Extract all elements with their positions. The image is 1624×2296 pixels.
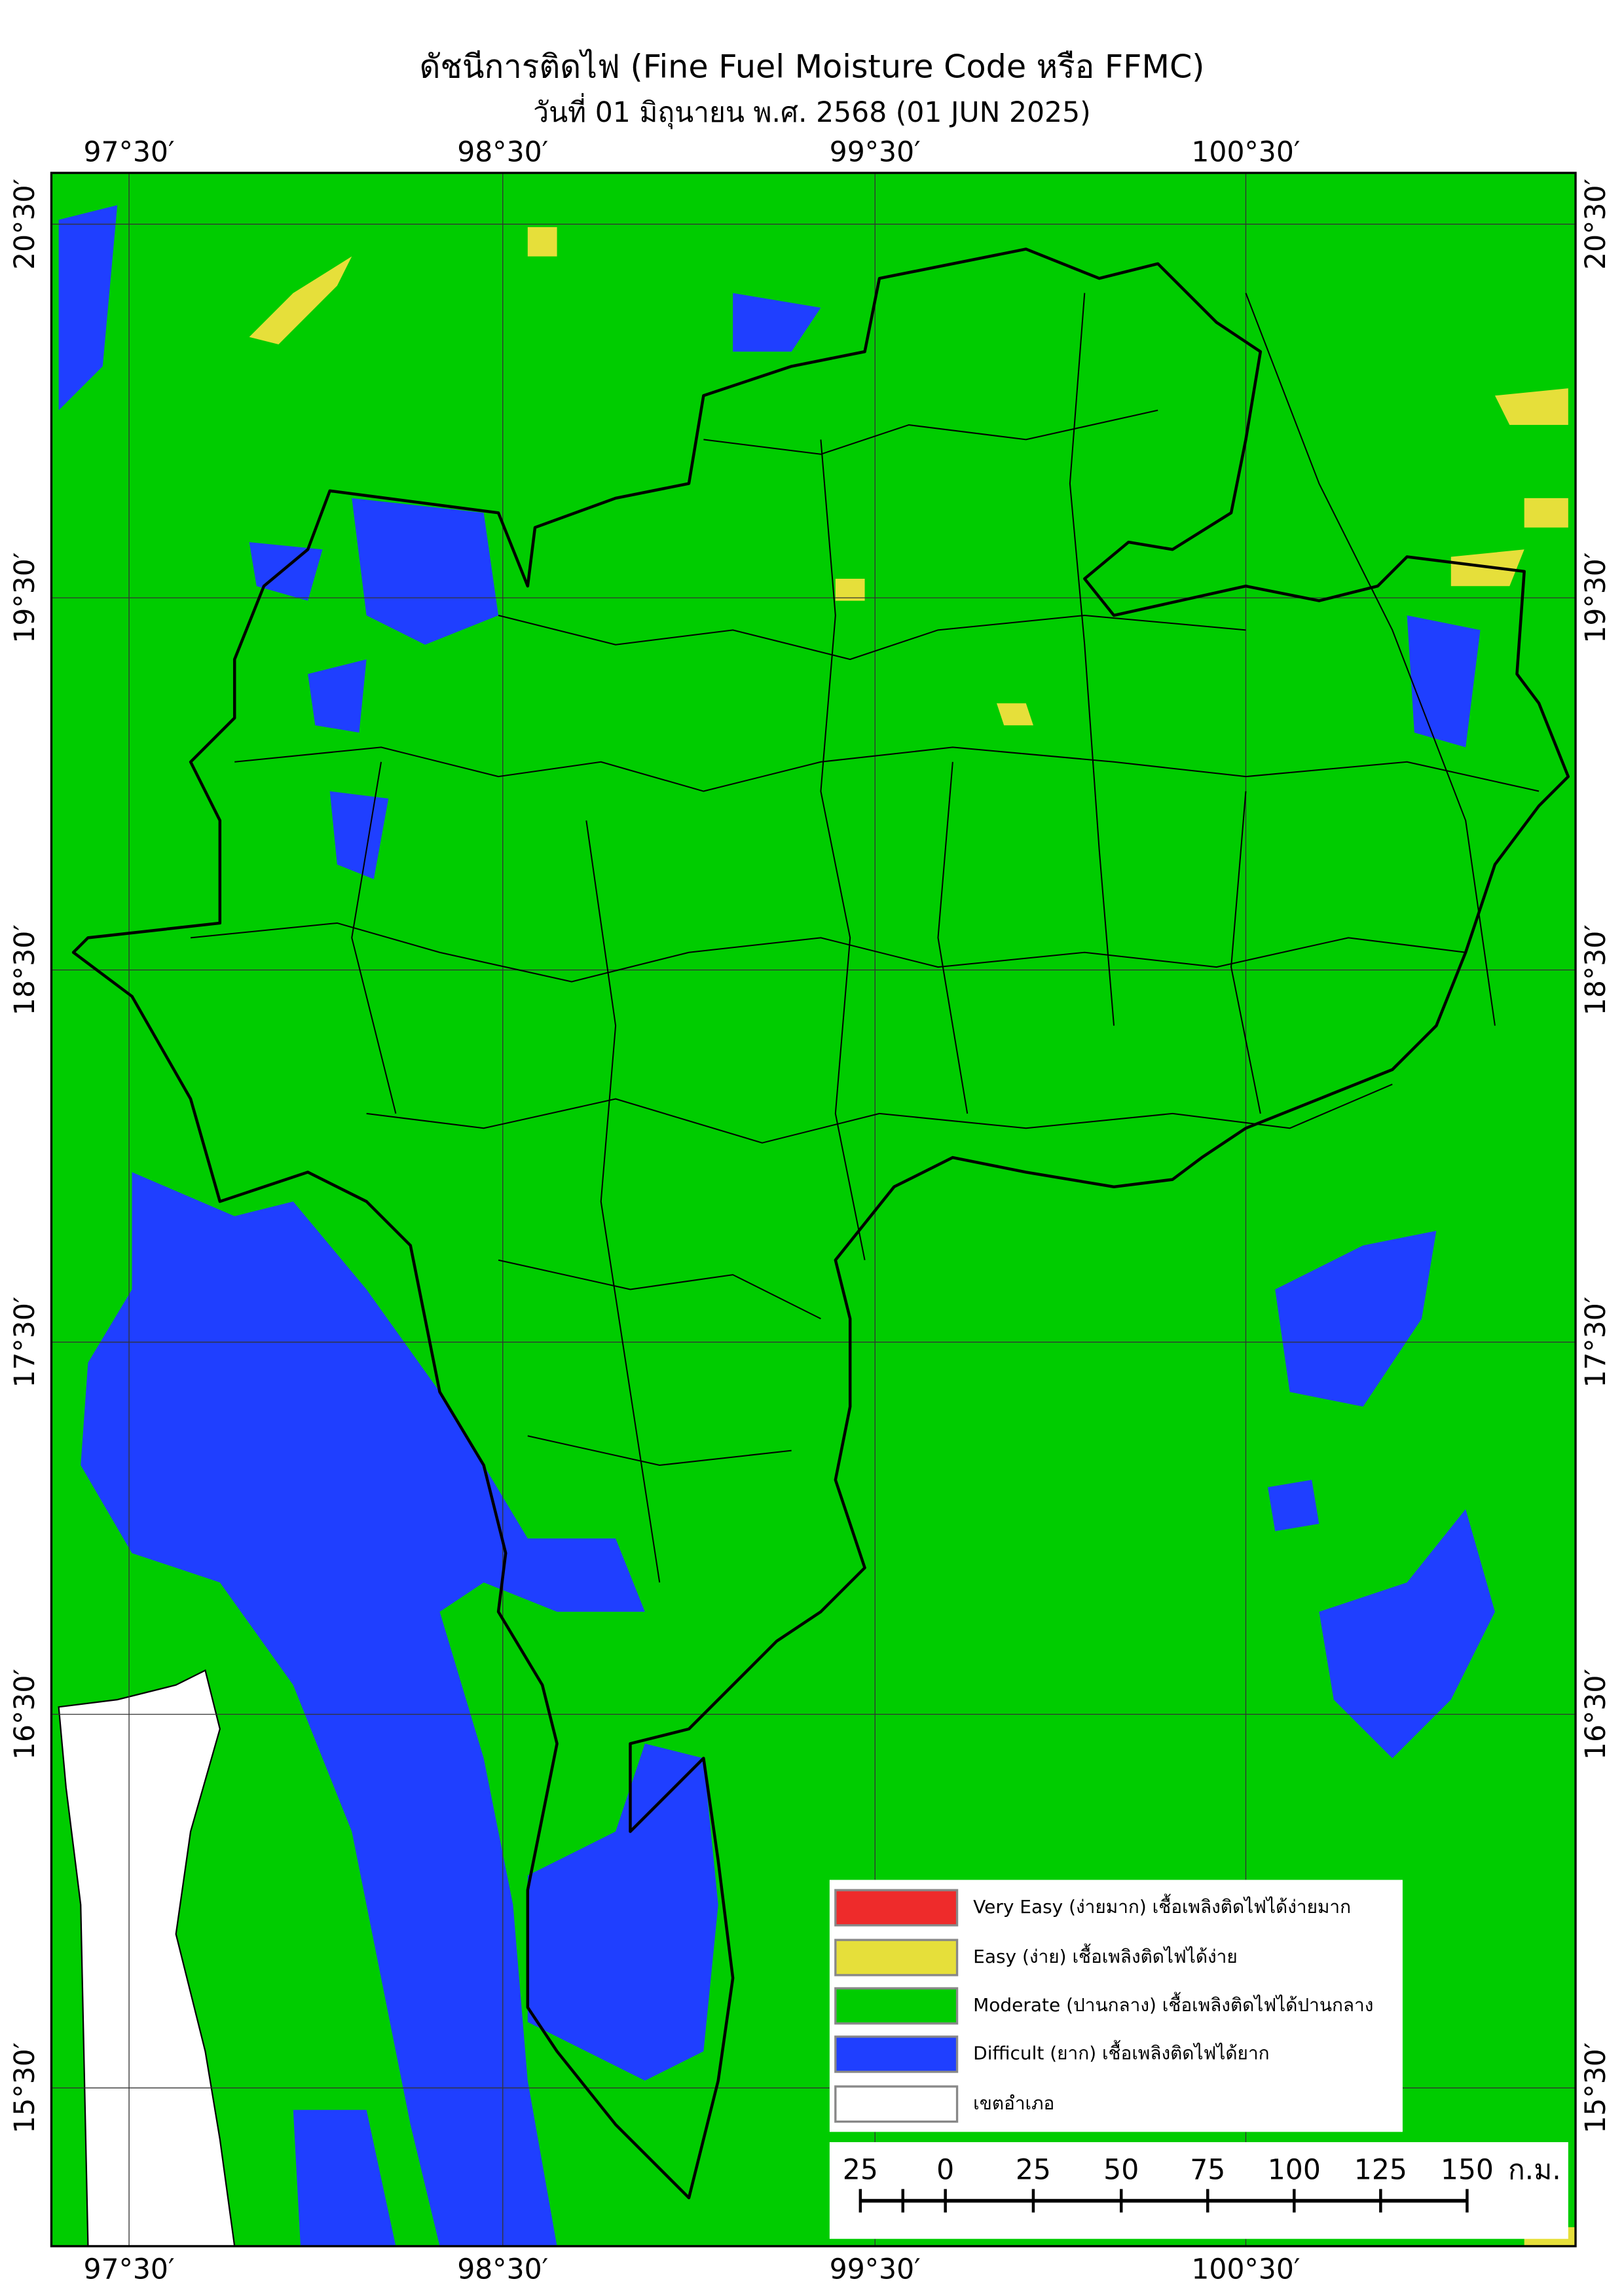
scale-label: 0 (936, 2154, 954, 2186)
scale-bar (829, 2142, 1568, 2239)
scale-unit: ก.ม. (1508, 2154, 1561, 2186)
subtitle: วันที่ 01 มิถุนายน พ.ศ. 2568 (01 JUN 202… (533, 93, 1091, 130)
legend-swatch (834, 2035, 959, 2073)
scale-label: 100 (1268, 2154, 1321, 2186)
longitude-label: 97°30′ (84, 2253, 175, 2286)
sea-area (58, 1669, 236, 2246)
scale-label: 125 (1354, 2154, 1407, 2186)
scale-label: 25 (1016, 2154, 1051, 2186)
scale-bar-items: 25 0 25 50 75 100 125 150 ก.ม. (843, 2154, 1561, 2213)
latitude-label: 15°30′ (9, 2043, 41, 2134)
longitude-label: 99°30′ (830, 2253, 921, 2286)
title: ดัชนีการติดไฟ (Fine Fuel Moisture Code ห… (419, 48, 1204, 86)
latitude-label: 20°30′ (1580, 179, 1612, 270)
legend-swatch (834, 1889, 959, 1927)
legend-label: Moderate (ปานกลาง) เชื้อเพลิงติดไฟได้ปาน… (973, 1992, 1373, 2016)
easy-areas (249, 227, 1576, 2246)
map-area (51, 173, 1576, 2246)
legend-swatch (834, 1987, 959, 2025)
map-frame (50, 172, 1577, 2248)
legend-swatch (834, 1939, 959, 1977)
latitude-label: 18°30′ (9, 924, 41, 1015)
legend-label: Easy (ง่าย) เชื้อเพลิงติดไฟได้ง่าย (973, 1943, 1238, 1967)
longitude-label: 98°30′ (457, 2253, 548, 2286)
longitude-label: 100°30′ (1191, 136, 1300, 168)
scale-label: 50 (1103, 2154, 1139, 2186)
legend-label: เขตอำเภอ (973, 2092, 1054, 2114)
difficult-areas (58, 205, 1495, 2246)
latitude-label: 19°30′ (1580, 553, 1612, 644)
latitude-label: 17°30′ (9, 1296, 41, 1387)
legend-label: Difficult (ยาก) เชื้อเพลิงติดไฟได้ยาก (973, 2040, 1269, 2064)
legend-items: Very Easy (ง่ายมาก) เชื้อเพลิงติดไฟได้ง่… (834, 1889, 1373, 2123)
legend-label: Very Easy (ง่ายมาก) เชื้อเพลิงติดไฟได้ง่… (973, 1893, 1351, 1918)
latitude-label: 16°30′ (1580, 1669, 1612, 1760)
coordinate-labels: 97°30′ 97°30′ 98°30′ 98°30′ 99°30′ 99°30′ 100°… (9, 136, 1612, 2286)
latitude-label: 19°30′ (9, 553, 41, 644)
legend-swatch (834, 2085, 959, 2123)
latitude-label: 20°30′ (9, 179, 41, 270)
longitude-label: 100°30′ (1191, 2253, 1300, 2286)
latitude-label: 18°30′ (1580, 924, 1612, 1015)
scale-label: 150 (1441, 2154, 1494, 2186)
longitude-label: 98°30′ (457, 136, 548, 168)
longitude-label: 97°30′ (84, 136, 175, 168)
scale-label: 75 (1190, 2154, 1225, 2186)
scale-label: 25 (843, 2154, 878, 2186)
longitude-label: 99°30′ (830, 136, 921, 168)
latitude-label: 17°30′ (1580, 1296, 1612, 1387)
district-boundaries (190, 293, 1540, 1583)
latitude-label: 15°30′ (1580, 2043, 1612, 2134)
latitude-label: 16°30′ (9, 1669, 41, 1760)
province-boundary (71, 247, 1570, 2200)
